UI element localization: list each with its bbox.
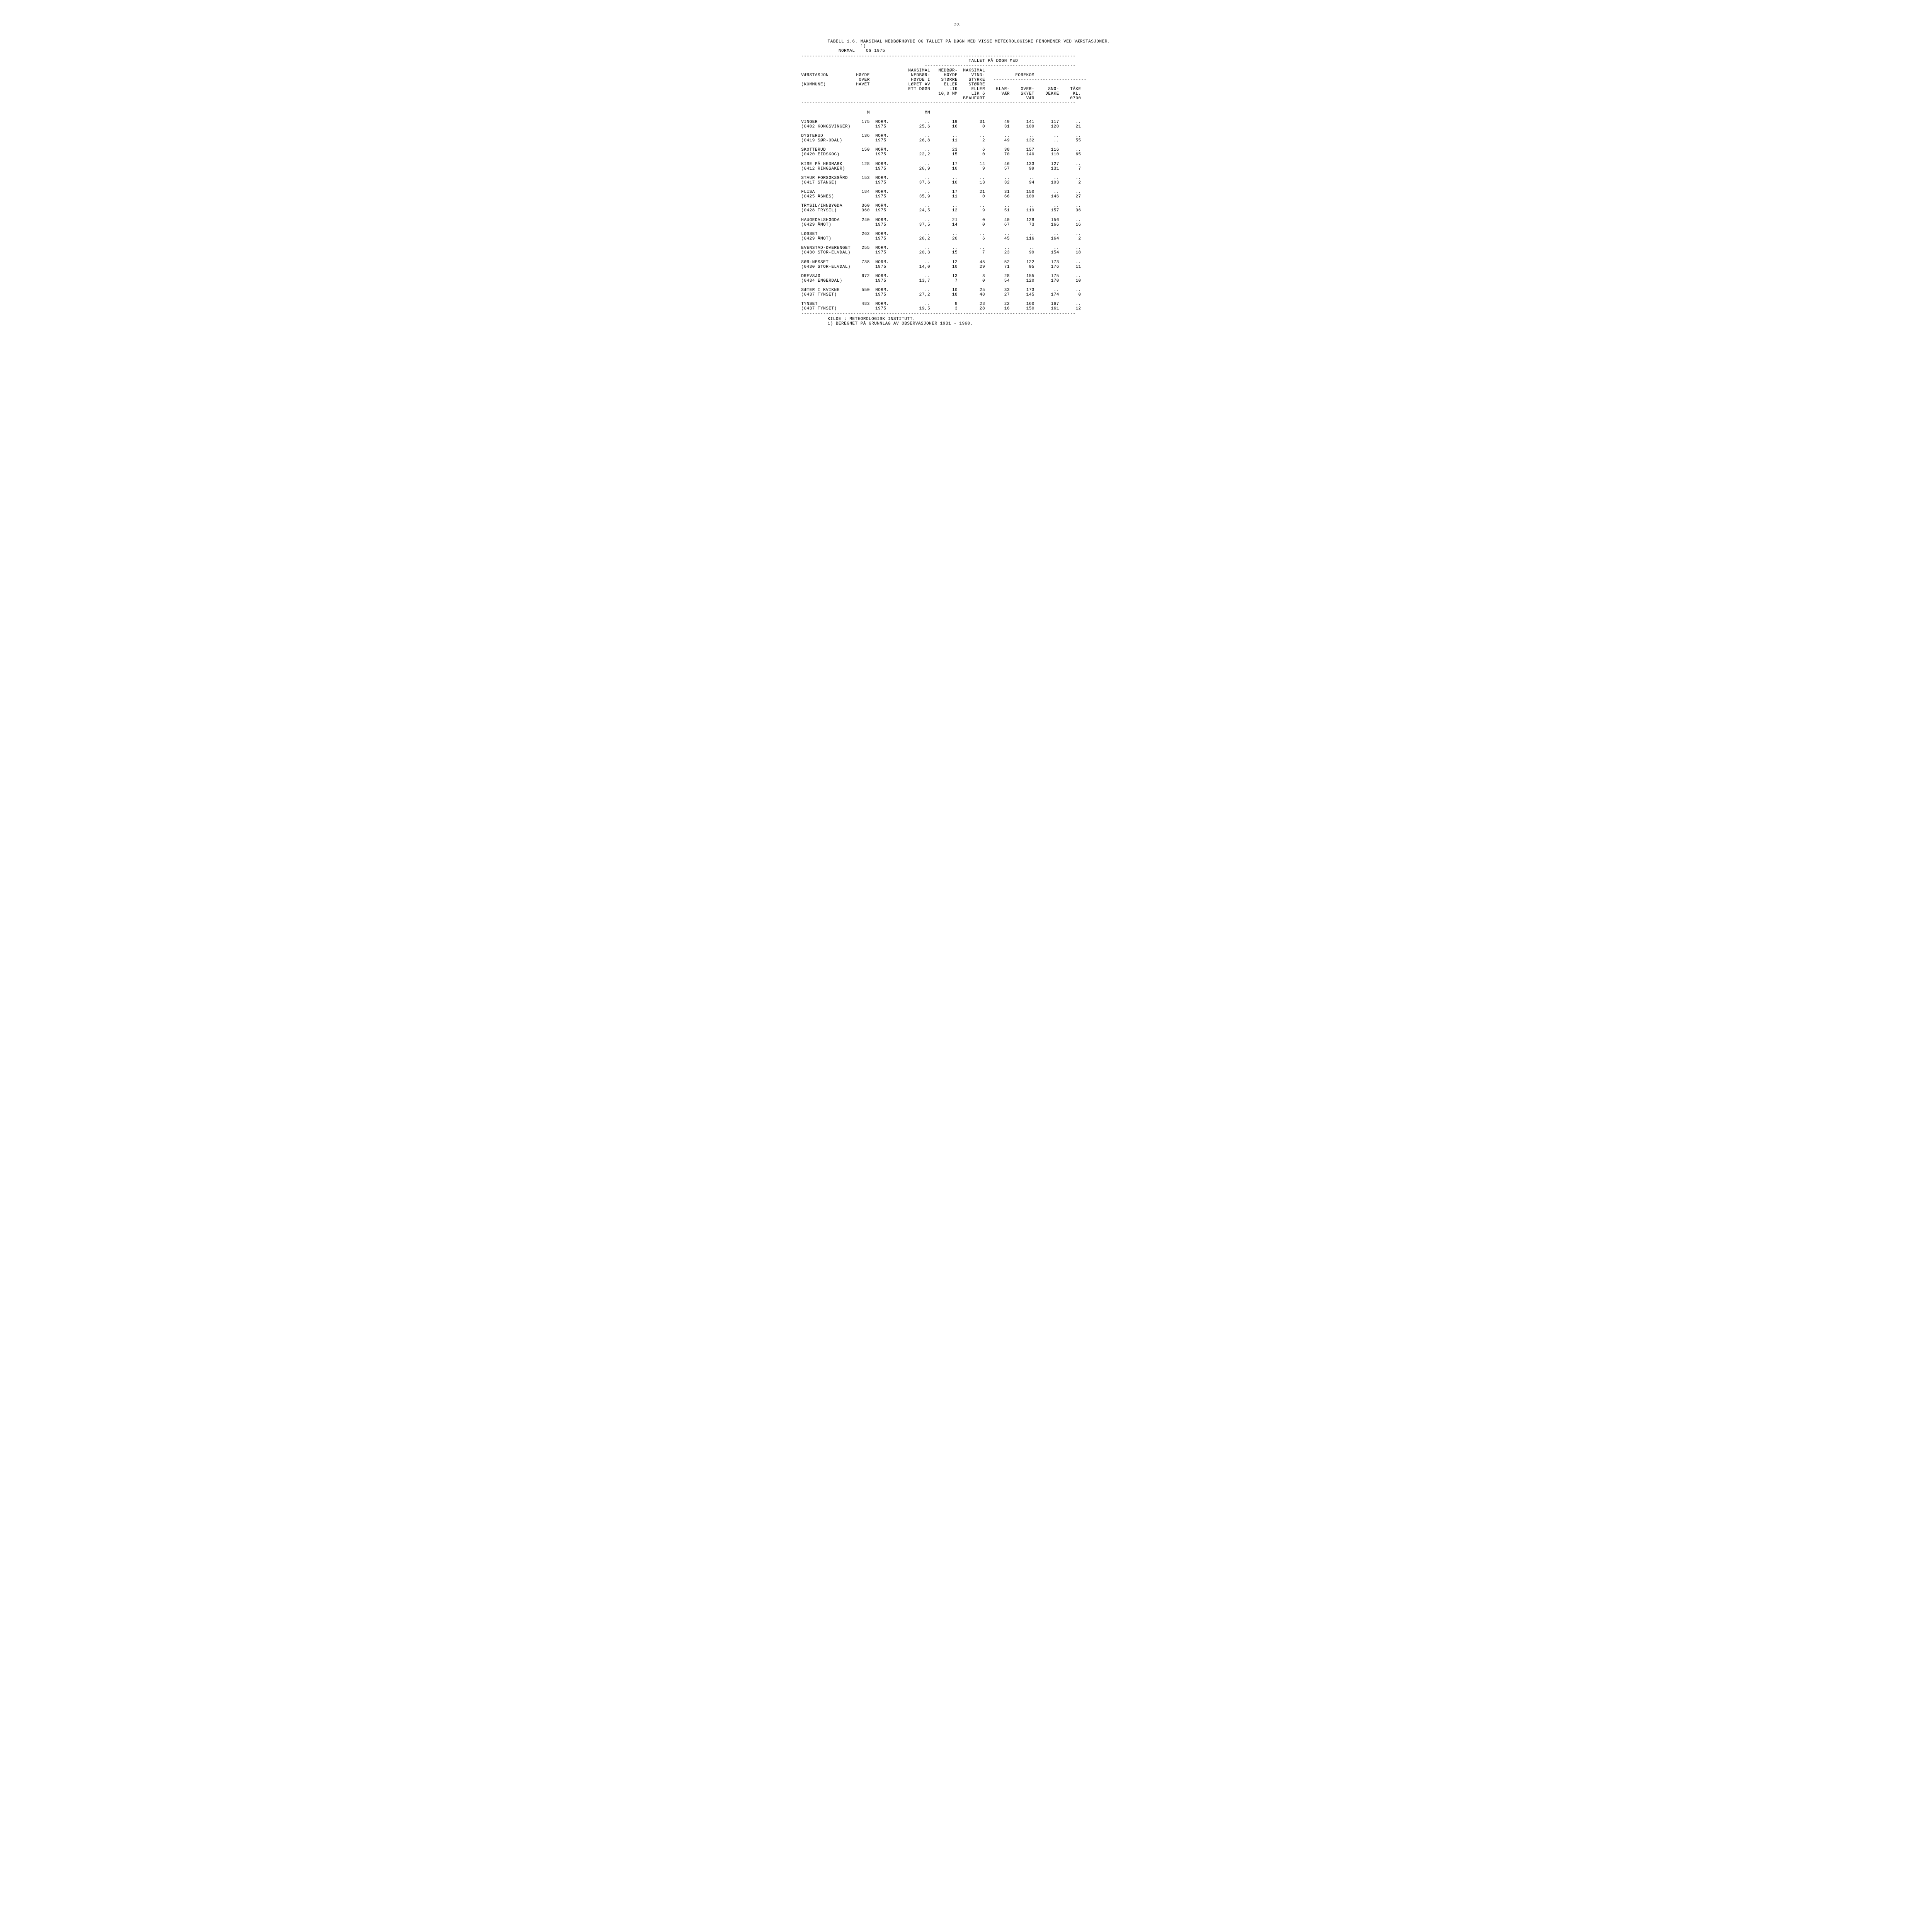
- document-page: 23 TABELL 1.6. MAKSIMAL NEDBØRHØYDE OG T…: [779, 23, 1135, 326]
- table-title: TABELL 1.6. MAKSIMAL NEDBØRHØYDE OG TALL…: [828, 39, 1135, 53]
- footnotes: KILDE : METEOROLOGISK INSTITUTT. 1) BERE…: [828, 317, 1135, 326]
- page-number: 23: [779, 23, 1135, 28]
- data-table: ----------------------------------------…: [779, 54, 1135, 316]
